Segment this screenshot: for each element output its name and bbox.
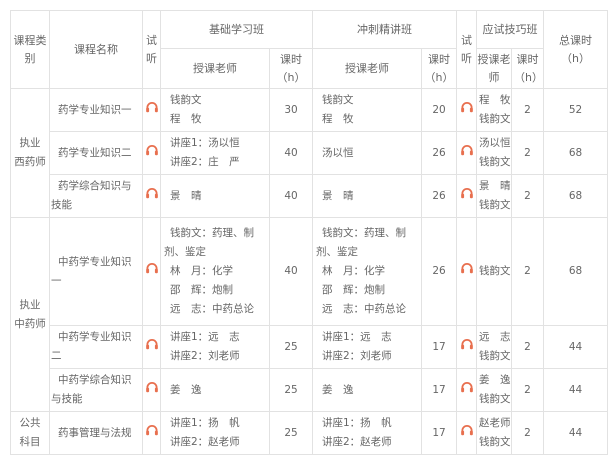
table-row: 执业 中药师 中药学专业知识一 钱韵文：药理、制剂、鉴定 林 月：化学 邵 辉：… [10, 217, 608, 412]
teacher-list: 汤以恒 钱韵文 [476, 131, 512, 175]
category-cell: 公共 科目 [10, 411, 50, 455]
hours-value: 2 [511, 131, 544, 175]
headphones-icon[interactable] [145, 101, 159, 113]
teacher-list: 姜 逸 [312, 368, 422, 412]
teacher-list: 姜 逸 [160, 368, 270, 412]
hours-value: 30 [269, 88, 313, 132]
teacher-list: 讲座1：扬 帆 讲座2：赵老师 [160, 411, 270, 455]
teacher-list: 讲座1：扬 帆 讲座2：赵老师 [312, 411, 422, 455]
table-row: 中药学综合知识与技能 姜 逸 25 姜 逸 17 姜 逸 钱韵文 2 44 [11, 368, 608, 412]
headphones-icon[interactable] [145, 144, 159, 156]
col-header-sprint-hours: 课时（h） [421, 48, 457, 89]
teacher-list: 钱韵文 [476, 217, 512, 326]
table-row: 公共 科目 药事管理与法规 讲座1：扬 帆 讲座2：赵老师 25 讲座1：扬 帆… [10, 411, 608, 455]
total-hours-value: 44 [543, 368, 608, 412]
teacher-list: 钱韵文 程 牧 [160, 88, 270, 132]
total-hours-value: 68 [543, 174, 608, 218]
col-header-trial-1: 试听 [142, 10, 161, 89]
col-header-skill-hours: 课时（h） [511, 48, 544, 89]
hours-value: 2 [511, 174, 544, 218]
header-row-sub: 授课老师 课时（h） 授课老师 课时（h） 授课老师 课时（h） [11, 48, 608, 89]
col-header-trial-2: 试听 [456, 10, 477, 89]
teacher-list: 讲座1：远 志 讲座2：刘老师 [312, 325, 422, 369]
hours-value: 26 [421, 217, 457, 326]
hours-value: 40 [269, 217, 313, 326]
headphones-icon[interactable] [460, 262, 474, 274]
col-header-category: 课程类别 [10, 10, 50, 89]
total-hours-value: 44 [543, 325, 608, 369]
hours-value: 25 [269, 325, 313, 369]
hours-value: 17 [421, 325, 457, 369]
total-hours-value: 44 [543, 411, 608, 455]
headphones-icon[interactable] [145, 424, 159, 436]
course-name: 药学专业知识一 [49, 88, 143, 132]
headphones-icon[interactable] [145, 381, 159, 393]
hours-value: 26 [421, 131, 457, 175]
total-hours-value: 68 [543, 131, 608, 175]
teacher-list: 程 牧 钱韵文 [476, 88, 512, 132]
hours-value: 25 [269, 368, 313, 412]
col-header-sprint-teacher: 授课老师 [312, 48, 422, 89]
category-cell: 执业 中药师 [10, 217, 50, 412]
course-name: 中药学综合知识与技能 [49, 368, 143, 412]
headphones-icon[interactable] [460, 338, 474, 350]
teacher-list: 远 志 钱韵文 [476, 325, 512, 369]
teacher-list: 景 晴 [312, 174, 422, 218]
col-header-course: 课程名称 [49, 10, 143, 89]
headphones-icon[interactable] [460, 187, 474, 199]
course-name: 中药学专业知识二 [49, 325, 143, 369]
headphones-icon[interactable] [460, 101, 474, 113]
teacher-list: 讲座1：汤以恒 讲座2：庄 严 [160, 131, 270, 175]
category-cell: 执业 西药师 [10, 88, 50, 218]
hours-value: 2 [511, 325, 544, 369]
hours-value: 2 [511, 411, 544, 455]
headphones-icon[interactable] [145, 187, 159, 199]
headphones-icon[interactable] [460, 381, 474, 393]
course-name: 药学专业知识二 [49, 131, 143, 175]
hours-value: 25 [269, 411, 313, 455]
hours-value: 26 [421, 174, 457, 218]
col-header-sprint-group: 冲刺精讲班 [312, 10, 457, 49]
col-header-basic-teacher: 授课老师 [160, 48, 270, 89]
course-name: 中药学专业知识一 [49, 217, 143, 326]
teacher-list: 钱韵文：药理、制剂、鉴定 林 月：化学 邵 辉：炮制 远 志：中药总论 [312, 217, 422, 326]
hours-value: 2 [511, 368, 544, 412]
headphones-icon[interactable] [145, 338, 159, 350]
col-header-skill-group: 应试技巧班 [476, 10, 544, 49]
course-name: 药学综合知识与技能 [49, 174, 143, 218]
teacher-list: 钱韵文：药理、制剂、鉴定 林 月：化学 邵 辉：炮制 远 志：中药总论 [160, 217, 270, 326]
col-header-skill-teacher: 授课老师 [476, 48, 512, 89]
hours-value: 2 [511, 88, 544, 132]
teacher-list: 讲座1：远 志 讲座2：刘老师 [160, 325, 270, 369]
headphones-icon[interactable] [460, 424, 474, 436]
hours-value: 17 [421, 368, 457, 412]
teacher-list: 景 晴 钱韵文 [476, 174, 512, 218]
hours-value: 17 [421, 411, 457, 455]
table-row: 执业 西药师 药学专业知识一 钱韵文 程 牧 30 钱韵文 程 牧 20 程 牧… [10, 88, 608, 218]
headphones-icon[interactable] [460, 144, 474, 156]
table-row: 药学综合知识与技能 景 晴 40 景 晴 26 景 晴 钱韵文 2 68 [11, 174, 608, 218]
col-header-basic-hours: 课时（h） [269, 48, 313, 89]
total-hours-value: 68 [543, 217, 608, 326]
hours-value: 40 [269, 131, 313, 175]
teacher-list: 钱韵文 程 牧 [312, 88, 422, 132]
course-name: 药事管理与法规 [49, 411, 143, 455]
header-row-groups: 课程类别 课程名称 试听 基础学习班 冲刺精讲班 试听 应试技巧班 总课时（h） [10, 10, 608, 89]
hours-value: 20 [421, 88, 457, 132]
headphones-icon[interactable] [145, 262, 159, 274]
table-row: 中药学专业知识二 讲座1：远 志 讲座2：刘老师 25 讲座1：远 志 讲座2：… [11, 325, 608, 369]
teacher-list: 姜 逸 钱韵文 [476, 368, 512, 412]
hours-value: 40 [269, 174, 313, 218]
course-schedule-table: 课程类别 课程名称 试听 基础学习班 冲刺精讲班 试听 应试技巧班 总课时（h）… [10, 10, 608, 455]
col-header-basic-group: 基础学习班 [160, 10, 313, 49]
hours-value: 2 [511, 217, 544, 326]
table-row: 药学专业知识二 讲座1：汤以恒 讲座2：庄 严 40 汤以恒 26 汤以恒 钱韵… [11, 131, 608, 175]
teacher-list: 汤以恒 [312, 131, 422, 175]
total-hours-value: 52 [543, 88, 608, 132]
col-header-total-hours: 总课时（h） [543, 10, 608, 89]
teacher-list: 景 晴 [160, 174, 270, 218]
teacher-list: 赵老师 钱韵文 [476, 411, 512, 455]
